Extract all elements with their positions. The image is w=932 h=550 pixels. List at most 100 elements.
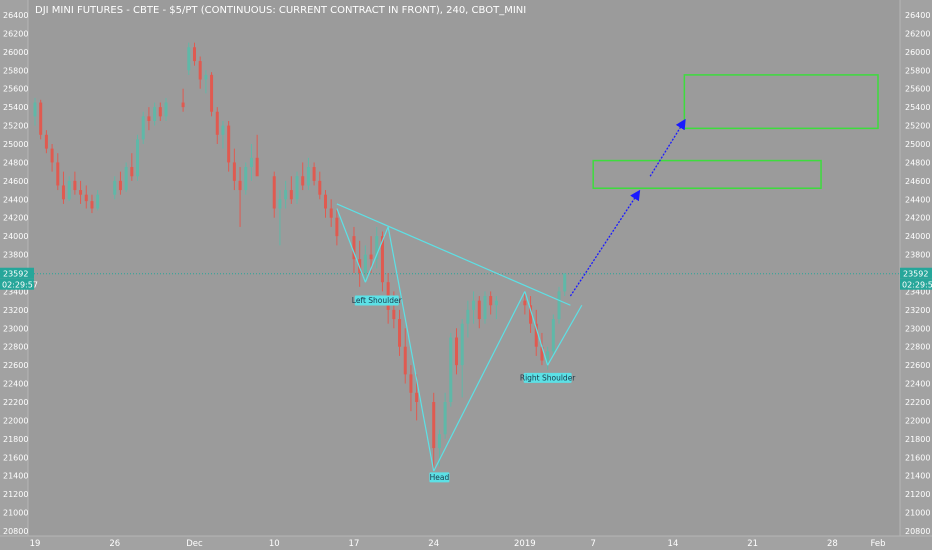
head-text: Head (430, 473, 450, 482)
candle-body (187, 47, 191, 71)
y-tick-left: 22000 (3, 416, 28, 425)
left-shoulder-label: Left Shoulder (352, 295, 403, 306)
y-tick-right: 21600 (905, 453, 930, 462)
projection-arrow-2[interactable] (649, 118, 686, 177)
candle-body (392, 309, 396, 320)
target-box-upper[interactable] (683, 74, 879, 130)
y-tick-right: 22600 (905, 361, 930, 370)
x-tick: 2019 (514, 539, 536, 549)
y-tick-left: 23000 (3, 324, 28, 333)
candle-body (563, 273, 567, 292)
candle-body (158, 107, 162, 117)
y-tick-right: 22000 (905, 416, 930, 425)
chart-title: DJI MINI FUTURES - CBTE - $5/PT (CONTINU… (35, 5, 526, 16)
y-tick-right: 22200 (905, 398, 930, 407)
candle-body (192, 47, 196, 62)
candle-body (323, 194, 327, 209)
candle-body (136, 139, 140, 177)
y-tick-left: 26200 (3, 29, 28, 38)
y-tick-right: 20800 (905, 527, 930, 536)
candle-body (557, 291, 561, 320)
candle-body (477, 300, 481, 320)
y-tick-left: 25600 (3, 85, 28, 94)
y-tick-right: 25600 (905, 85, 930, 94)
y-tick-right: 21800 (905, 435, 930, 444)
candle-body (56, 162, 60, 186)
candle-body (494, 300, 498, 306)
candle-body (409, 374, 413, 393)
candle-body (295, 176, 299, 200)
candle-body (398, 319, 402, 347)
y-tick-right: 24000 (905, 232, 930, 241)
candle-body (50, 148, 54, 163)
y-tick-right: 24200 (905, 214, 930, 223)
candle-body (540, 346, 544, 361)
right-price-label: 23592 02:29:57 (900, 267, 932, 290)
candle-body (312, 167, 316, 181)
x-tick: 17 (349, 539, 360, 549)
candle-body (244, 167, 248, 191)
y-tick-left: 21800 (3, 435, 28, 444)
left-price-label: 23592 02:29:57 (0, 267, 38, 290)
right-current-price: 23592 (903, 270, 928, 279)
candles (33, 42, 567, 472)
right-countdown: 02:29:57 (902, 281, 932, 290)
y-tick-right: 25200 (905, 122, 930, 131)
time-axis-panel (0, 536, 932, 550)
x-tick: 10 (269, 539, 280, 549)
candle-body (153, 107, 157, 121)
y-tick-left: 26000 (3, 48, 28, 57)
candle-body (67, 180, 71, 200)
y-tick-left: 25200 (3, 122, 28, 131)
candle-body (238, 180, 242, 191)
y-tick-left: 21600 (3, 453, 28, 462)
head-and-shoulders-pattern[interactable] (336, 203, 583, 472)
candle-body (33, 102, 37, 117)
candle-body (164, 102, 168, 117)
head-label: Head (429, 472, 450, 483)
candle-body (306, 167, 310, 186)
y-tick-left: 22400 (3, 380, 28, 389)
x-tick: Dec (186, 539, 203, 549)
left-current-price: 23592 (3, 270, 28, 279)
y-tick-right: 22400 (905, 380, 930, 389)
candle-body (443, 402, 447, 435)
x-tick: 14 (668, 539, 679, 549)
y-tick-right: 24400 (905, 195, 930, 204)
candle-body (278, 199, 282, 209)
right-price-scale[interactable]: 20800 21000 21200 21400 21600 21800 22000 22200… (905, 11, 930, 536)
candle-body (113, 180, 117, 195)
candle-body (130, 167, 134, 177)
x-tick: Feb (870, 539, 885, 549)
candle-body (249, 157, 253, 168)
candle-body (255, 157, 259, 177)
candle-body (369, 254, 373, 260)
neckline (336, 203, 571, 306)
y-tick-left: 24400 (3, 195, 28, 204)
candle-body (529, 305, 533, 324)
candle-body (551, 319, 555, 352)
candle-body (198, 61, 202, 80)
candle-body (472, 300, 476, 310)
x-tick: 28 (827, 539, 838, 549)
x-tick: 21 (747, 539, 758, 549)
head-line-b (433, 291, 526, 472)
right-shoulder-line-b (547, 304, 583, 366)
y-tick-left: 24600 (3, 177, 28, 186)
time-scale[interactable]: 19 26 Dec 10 17 24 2019 7 14 21 28 Feb (30, 539, 886, 549)
candle-body (118, 180, 122, 191)
y-tick-left: 23200 (3, 306, 28, 315)
y-tick-left: 23400 (3, 287, 28, 296)
candle-body (466, 309, 470, 324)
y-tick-right: 25000 (905, 140, 930, 149)
candle-body (455, 337, 458, 366)
candle-body (483, 296, 487, 320)
left-shoulder-text: Left Shoulder (352, 296, 403, 305)
candle-body (318, 180, 322, 195)
y-tick-left: 22600 (3, 361, 28, 370)
left-shoulder-line-b (364, 226, 389, 283)
left-shoulder-line-a (336, 208, 366, 283)
target-box-lower[interactable] (592, 159, 822, 189)
